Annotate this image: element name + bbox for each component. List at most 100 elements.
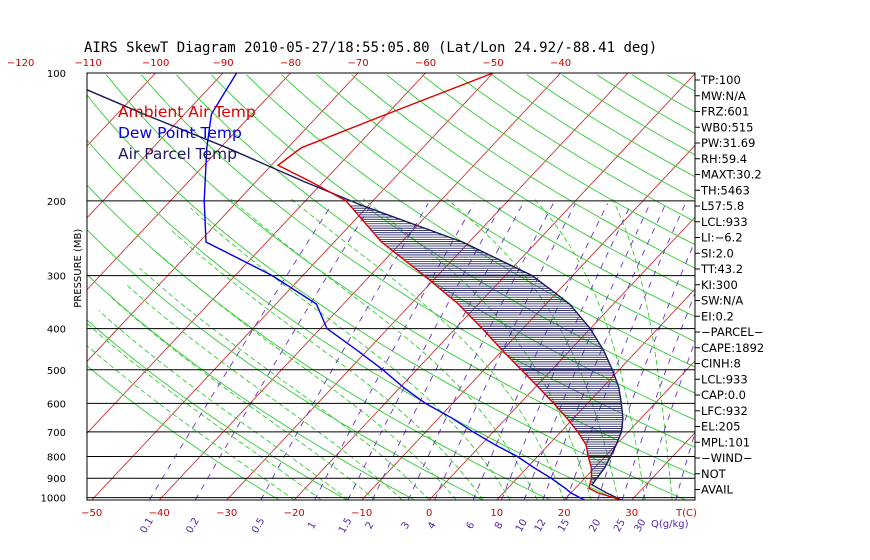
index-line: LCL:933: [701, 215, 748, 229]
dry-adiabat-line: [351, 74, 695, 293]
bottom-temp-tick-label: 10: [490, 508, 503, 519]
chart-title: AIRS SkewT Diagram 2010-05-27/18:55:05.8…: [84, 40, 657, 56]
index-line: AVAIL: [701, 483, 734, 497]
moist-adiabat-line: [139, 267, 430, 500]
index-line: MPL:101: [701, 435, 750, 449]
top-temp-tick-label: −110: [74, 58, 101, 69]
isotherm-line: [767, 73, 870, 500]
isotherm-line: [0, 73, 21, 500]
legend-entry: Ambient Air Temp: [118, 103, 256, 121]
mixing-ratio-tick-label: 15: [556, 518, 572, 535]
index-line: EI:0.2: [701, 309, 734, 323]
mixing-ratio-line: [566, 203, 686, 500]
top-temp-tick-label: −70: [348, 58, 369, 69]
pressure-tick-label: 700: [47, 428, 66, 439]
dry-adiabat-line: [87, 274, 415, 500]
mixing-ratio-tick-label: 0.2: [184, 516, 201, 535]
index-line: −WIND−: [701, 451, 753, 465]
dry-adiabat-line: [421, 74, 695, 246]
mixing-ratio-tick-label: 30: [633, 517, 649, 534]
isotherm-line: [87, 73, 224, 219]
pressure-tick-label: 800: [47, 452, 66, 463]
dry-adiabat-line: [87, 365, 280, 500]
dry-adiabat-line: [526, 74, 695, 178]
bottom-temp-tick-label: −50: [81, 508, 102, 519]
index-line: MAXT:30.2: [701, 168, 762, 182]
moist-adiabat-line: [155, 250, 457, 500]
moist-adiabat-line: [87, 344, 295, 500]
top-temp-tick-label: −40: [550, 58, 571, 69]
mixing-ratio-tick-label: 6: [465, 520, 478, 531]
index-line: CAPE:1892: [701, 341, 764, 355]
dry-adiabat-line: [105, 74, 695, 476]
bottom-temp-tick-label: −30: [216, 508, 237, 519]
moist-adiabat-line: [612, 198, 673, 500]
cape-hatch-area: [350, 205, 623, 485]
index-line: −PARCEL−: [701, 325, 763, 339]
index-line: SI:2.0: [701, 246, 734, 260]
index-line: KI:300: [701, 278, 738, 292]
pressure-tick-label: 200: [47, 197, 66, 208]
legend-entry: Dew Point Temp: [118, 124, 242, 142]
top-temp-tick-label: −90: [213, 58, 234, 69]
mixing-ratio-line: [542, 203, 667, 500]
isotherm-line: [87, 73, 426, 434]
mixing-ratio-tick-label: 4: [426, 520, 439, 531]
mixing-ratio-line: [149, 203, 333, 500]
mixing-ratio-tick-label: 8: [493, 520, 506, 531]
bottom-temp-tick-label: 20: [558, 508, 571, 519]
moist-adiabat-line: [534, 198, 646, 500]
dry-adiabat-line: [87, 139, 619, 500]
bottom-temp-tick-label: 30: [625, 508, 638, 519]
mixing-ratio-line: [642, 340, 695, 500]
moist-adiabat-lines: [87, 198, 673, 500]
dewpoint-temp-line: [203, 73, 585, 500]
dry-adiabat-line: [211, 74, 695, 394]
isotherm-line: [293, 73, 695, 500]
dry-adiabat-line: [87, 184, 551, 500]
mixing-ratio-tick-label: 3: [400, 520, 413, 531]
mixing-ratio-line: [675, 431, 695, 500]
profile-series: [87, 73, 624, 500]
mixing-ratio-tick-label: 25: [612, 517, 628, 534]
index-line: SW:N/A: [701, 294, 743, 308]
index-line: TH:5463: [700, 183, 750, 197]
top-temp-tick-label: −120: [7, 58, 34, 69]
mixing-ratio-unit-label: Q(g/kg): [651, 519, 689, 530]
mixing-ratio-tick-label: 12: [533, 517, 549, 534]
index-line: NOT: [701, 467, 727, 481]
dry-adiabat-line: [316, 74, 695, 318]
top-temp-tick-label: −80: [280, 58, 301, 69]
pressure-tick-label: 500: [47, 366, 66, 377]
mixing-ratio-line: [260, 203, 429, 500]
plot-frame: [86, 72, 696, 501]
isotherm-line: [428, 216, 695, 500]
index-line: CAP:0.0: [701, 388, 746, 402]
mixing-ratio-lines: [149, 203, 695, 500]
bottom-temp-tick-label: −10: [351, 508, 372, 519]
mixing-ratio-line: [314, 203, 475, 500]
pressure-tick-label: 400: [47, 325, 66, 336]
index-line: LFC:932: [701, 404, 748, 418]
dry-adiabat-line: [456, 74, 695, 223]
index-line: L57:5.8: [701, 199, 744, 213]
top-temp-tick-label: −50: [483, 58, 504, 69]
mixing-ratio-line: [597, 239, 695, 500]
index-line: MW:N/A: [701, 89, 746, 103]
isotherm-line: [91, 73, 494, 500]
isotherm-line: [87, 73, 291, 291]
index-line: FRZ:601: [701, 105, 749, 119]
index-line: CINH:8: [701, 357, 741, 371]
legend: Ambient Air Temp Dew Point Temp Air Parcel…: [118, 103, 256, 163]
dry-adiabat-line: [386, 74, 695, 269]
x-axis-unit-label: T(C): [675, 508, 697, 519]
isotherm-line: [87, 73, 359, 363]
index-line: LCL:933: [701, 372, 748, 386]
index-line: RH:59.4: [701, 152, 747, 166]
bottom-temp-tick-label: −20: [284, 508, 305, 519]
top-temp-tick-label: −100: [142, 58, 169, 69]
moist-adiabat-line: [169, 228, 484, 500]
isotherm-line: [563, 360, 695, 500]
mixing-ratio-line: [407, 203, 554, 500]
